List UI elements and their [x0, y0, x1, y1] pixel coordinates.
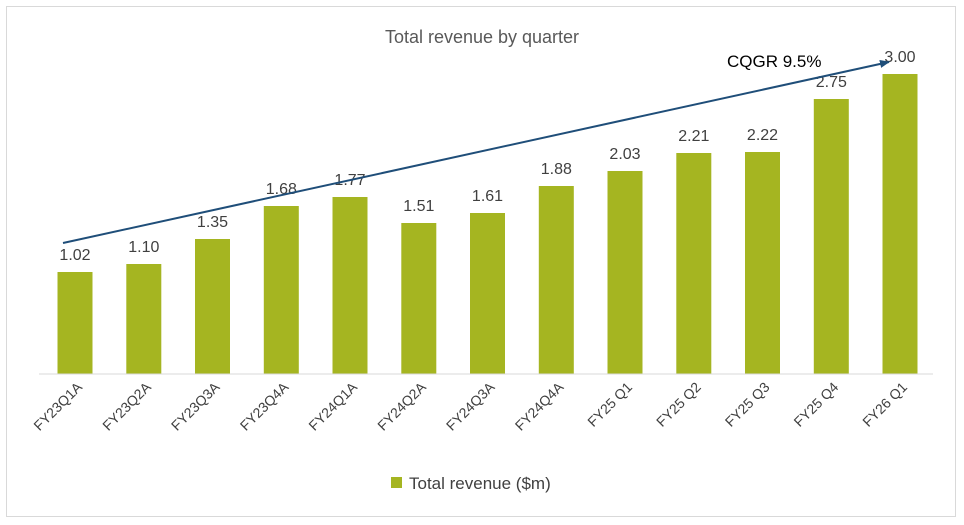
value-label-9: 2.03: [609, 146, 640, 163]
x-tick-label-10: FY25 Q2: [653, 379, 704, 430]
bar-3: [195, 239, 230, 374]
x-tick-label-4: FY23Q4A: [237, 378, 292, 433]
bar-2: [126, 264, 162, 374]
bar-13: [882, 74, 918, 374]
value-label-10: 2.21: [678, 128, 709, 145]
cqgr-annotation: CQGR 9.5%: [727, 52, 821, 71]
value-label-3: 1.35: [197, 214, 228, 231]
bar-5: [332, 197, 368, 374]
x-tick-labels-layer: FY23Q1A FY23Q2A FY23Q3A FY23Q4A FY24Q1A FY24Q…: [30, 378, 910, 433]
x-tick-label-12: FY25 Q4: [790, 379, 841, 430]
x-tick-label-13: FY26 Q1: [859, 379, 910, 430]
x-tick-label-11: FY25 Q3: [722, 379, 773, 430]
value-label-13: 3.00: [884, 49, 915, 66]
chart-title: Total revenue by quarter: [385, 27, 579, 47]
bar-11: [745, 152, 780, 374]
value-label-8: 1.88: [541, 161, 572, 178]
bar-9: [607, 171, 643, 374]
legend-swatch: [391, 477, 402, 488]
bar-10: [676, 153, 712, 374]
value-label-2: 1.10: [128, 239, 159, 256]
x-tick-label-2: FY23Q2A: [99, 378, 154, 433]
value-labels-layer: 1.021.101.351.681.771.511.611.882.032.21…: [59, 49, 915, 264]
value-label-7: 1.61: [472, 188, 503, 205]
x-tick-label-7: FY24Q3A: [443, 378, 498, 433]
bar-1: [57, 272, 93, 374]
x-tick-label-5: FY24Q1A: [305, 378, 360, 433]
x-tick-label-6: FY24Q2A: [374, 378, 429, 433]
bar-4: [263, 206, 299, 374]
bar-7: [470, 213, 505, 374]
bars-layer: [57, 74, 918, 374]
bar-8: [538, 186, 574, 374]
x-tick-label-1: FY23Q1A: [30, 378, 85, 433]
value-label-12: 2.75: [816, 74, 847, 91]
chart-frame: Total revenue by quarter 1.02 1.10 1.35 1.6…: [6, 6, 956, 517]
bar-12: [813, 99, 849, 374]
value-label-6: 1.51: [403, 198, 434, 215]
x-tick-label-9: FY25 Q1: [584, 379, 635, 430]
legend-label: Total revenue ($m): [409, 474, 551, 493]
cqgr-trend-arrow: [62, 60, 890, 244]
bar-6: [401, 223, 437, 374]
x-tick-label-3: FY23Q3A: [168, 378, 223, 433]
revenue-bar-chart: Total revenue by quarter 1.02 1.10 1.35 1.6…: [30, 27, 933, 493]
x-tick-label-8: FY24Q4A: [512, 378, 567, 433]
value-label-1: 1.02: [59, 247, 90, 264]
value-label-11: 2.22: [747, 127, 778, 144]
